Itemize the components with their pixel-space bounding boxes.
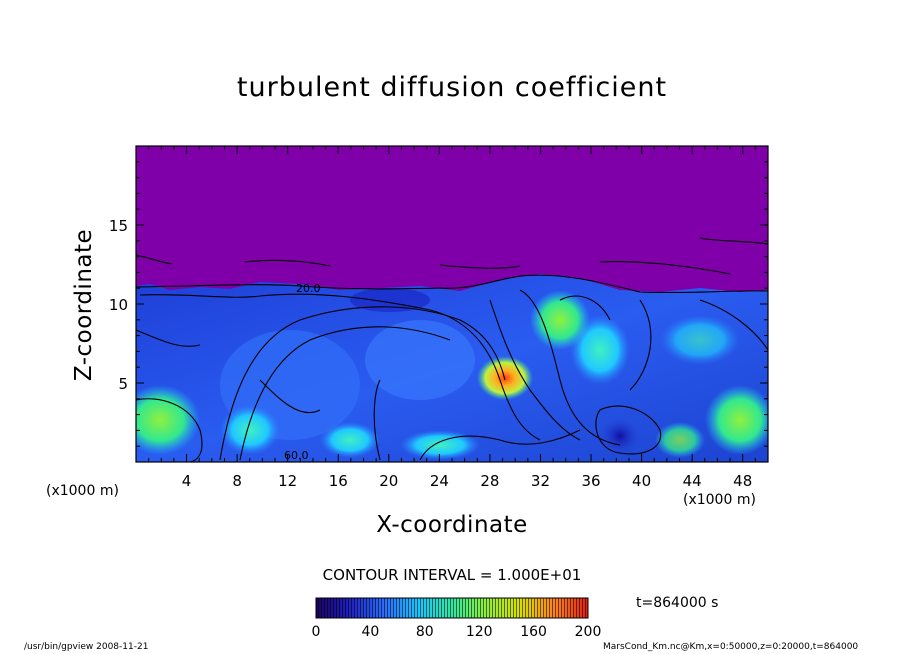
heatmap-field: 20.0 60.0 <box>136 146 768 462</box>
x-tick-label: 40 <box>632 472 651 490</box>
y-tick-label: 15 <box>109 217 128 235</box>
contour-interval-label: CONTOUR INTERVAL = 1.000E+01 <box>322 566 582 584</box>
x-axis-unit-right: (x1000 m) <box>683 492 756 508</box>
footer-left-text: /usr/bin/gpview 2008-11-21 <box>24 642 149 652</box>
x-tick-label: 32 <box>531 472 550 490</box>
contour-lines <box>136 237 768 462</box>
x-tick-label: 36 <box>581 472 600 490</box>
time-label: t=864000 s <box>636 595 719 611</box>
y-axis-label: Z-coordinate <box>71 228 97 382</box>
x-tick-label: 16 <box>329 472 348 490</box>
contour-interval-wrap: CONTOUR INTERVAL = 1.000E+01 <box>0 566 904 584</box>
footer-right-text: MarsCond_Km.nc@Km,x=0:50000,z=0:20000,t=… <box>603 642 859 652</box>
x-tick-label: 28 <box>480 472 499 490</box>
y-tick-label: 5 <box>118 375 128 393</box>
x-axis-ticks: 4 8 12 16 20 24 28 32 36 40 44 48 <box>135 146 769 490</box>
colorbar-tick-label: 200 <box>575 624 602 640</box>
x-axis-label-wrap: X-coordinate <box>0 512 904 538</box>
y-axis-ticks: 5 10 15 <box>109 145 768 463</box>
x-axis-unit-left: (x1000 m) <box>46 483 119 499</box>
y-tick-label: 10 <box>109 296 128 314</box>
colorbar-ticks: 0 40 80 120 160 200 <box>312 624 602 640</box>
contour-label-20: 20.0 <box>296 282 321 295</box>
colorbar-tick-label: 0 <box>312 624 321 640</box>
chart-title: turbulent diffusion coefficient <box>236 72 668 103</box>
x-tick-label: 8 <box>232 472 242 490</box>
contour-label-60: 60.0 <box>284 449 309 462</box>
x-tick-label: 48 <box>733 472 752 490</box>
colorbar: 0 40 80 120 160 200 <box>312 597 602 640</box>
x-tick-label: 4 <box>182 472 192 490</box>
colorbar-tick-label: 120 <box>466 624 493 640</box>
colorbar-tick-label: 80 <box>416 624 434 640</box>
colorbar-tick-label: 160 <box>520 624 547 640</box>
x-tick-label: 12 <box>278 472 297 490</box>
x-tick-label: 24 <box>430 472 449 490</box>
x-axis-label: X-coordinate <box>376 512 528 538</box>
x-tick-label: 20 <box>379 472 398 490</box>
colorbar-tick-label: 40 <box>361 624 379 640</box>
x-tick-label: 44 <box>683 472 702 490</box>
